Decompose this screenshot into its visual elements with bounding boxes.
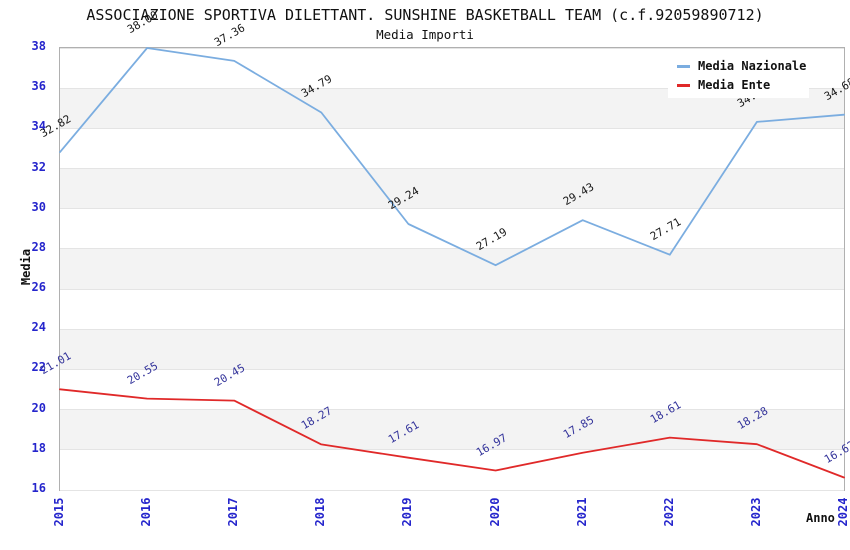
alt-band — [60, 409, 844, 450]
alt-band — [60, 329, 844, 370]
y-tick-label: 38 — [31, 39, 46, 53]
y-tick-label: 36 — [31, 79, 46, 94]
y-tick-label: 32 — [31, 159, 46, 174]
y-tick-label: 26 — [31, 280, 46, 295]
y-tick-label: 24 — [31, 320, 46, 335]
gridline — [60, 87, 844, 89]
gridline — [60, 127, 844, 129]
gridline — [60, 368, 844, 370]
x-tick-label: 2015 — [52, 497, 66, 527]
gridline — [60, 248, 844, 250]
gridline — [60, 409, 844, 411]
x-tick-label: 2021 — [574, 497, 589, 527]
y-tick-label: 30 — [31, 199, 46, 214]
series-line-media-nazionale — [59, 47, 845, 267]
legend-label: Media Nazionale — [698, 59, 807, 73]
legend-label: Media Ente — [698, 78, 771, 92]
y-tick-label: 22 — [31, 360, 46, 375]
ente-line-swatch-icon — [677, 83, 690, 87]
legend-item-ente: Media Ente — [677, 78, 809, 92]
gridline — [60, 288, 844, 290]
gridline — [60, 168, 844, 170]
x-tick-label: 2020 — [487, 497, 502, 527]
x-tick-label: 2022 — [661, 497, 676, 527]
gridline — [60, 208, 844, 210]
chart-subtitle: Media Importi — [376, 27, 474, 42]
series-lines-svg — [59, 47, 845, 479]
y-tick-label: 18 — [31, 440, 46, 455]
x-axis-title: Anno — [806, 511, 835, 525]
chart-title: ASSOCIAZIONE SPORTIVA DILETTANT. SUNSHIN… — [86, 6, 764, 24]
y-tick-label: 28 — [31, 239, 46, 254]
gridline — [60, 489, 844, 491]
legend: Media Nazionale Media Ente — [668, 53, 809, 98]
x-tick-label: 2019 — [400, 497, 415, 527]
gridline — [60, 328, 844, 330]
y-axis-title: Media — [19, 248, 33, 286]
x-tick-label: 2024 — [836, 497, 850, 527]
gridline — [60, 449, 844, 451]
y-tick-label: 20 — [31, 400, 46, 415]
x-tick-label: 2016 — [139, 497, 154, 527]
y-tick-label: 34 — [31, 119, 46, 134]
series-line-media-ente — [59, 388, 845, 479]
point-label: 37.36 — [212, 21, 248, 49]
x-tick-label: 2017 — [226, 497, 241, 527]
alt-band — [60, 248, 844, 290]
y-tick-label: 16 — [31, 481, 46, 495]
x-tick-label: 2018 — [313, 497, 328, 527]
gridline — [60, 47, 844, 49]
legend-item-nazionale: Media Nazionale — [677, 59, 809, 73]
plot-area — [59, 47, 845, 491]
nazionale-line-swatch-icon — [677, 64, 690, 68]
x-tick-label: 2023 — [748, 497, 763, 527]
